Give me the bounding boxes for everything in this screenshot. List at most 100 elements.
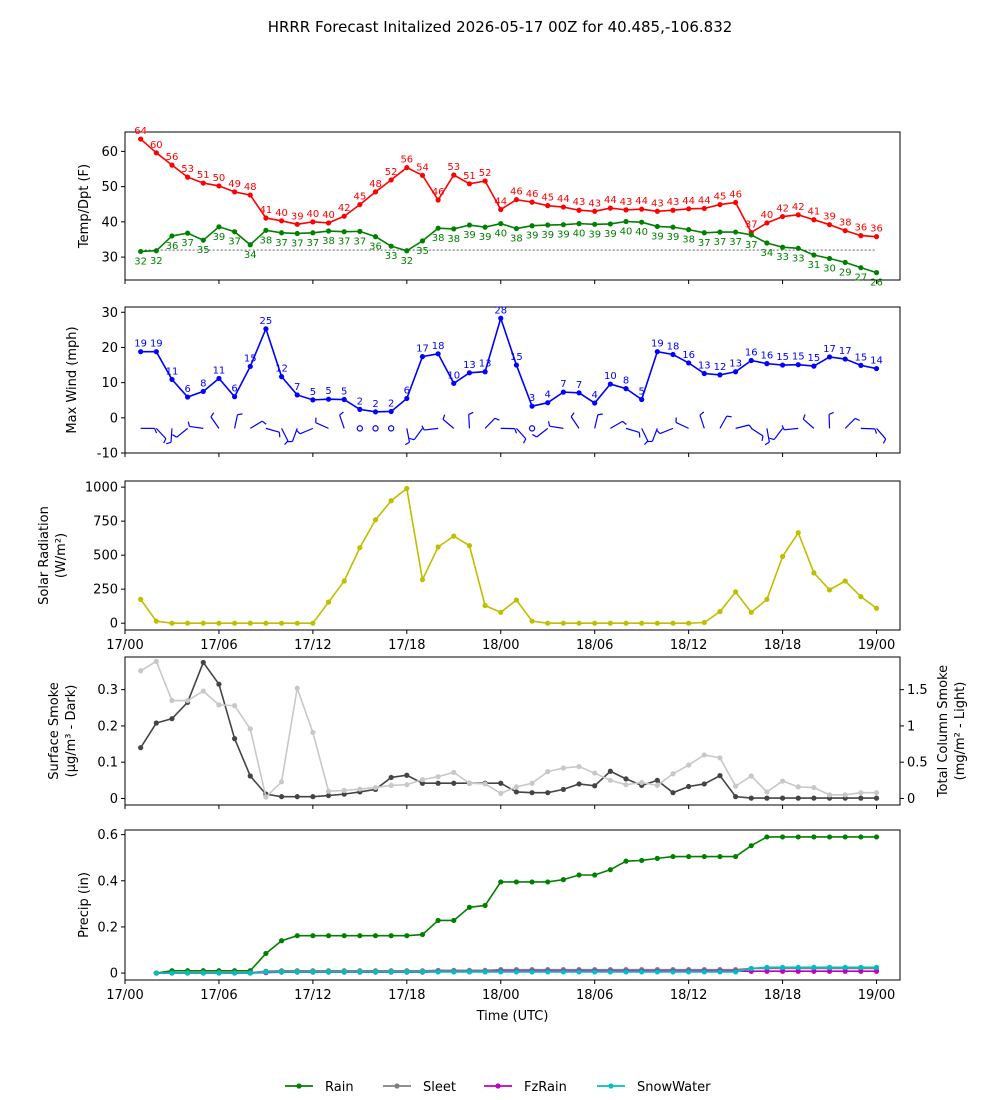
x-tick-label: 18/18 bbox=[764, 638, 801, 653]
data-point bbox=[826, 834, 833, 840]
data-label: 2 bbox=[357, 396, 363, 407]
data-point bbox=[138, 668, 144, 674]
data-point bbox=[858, 265, 864, 271]
data-point bbox=[873, 834, 880, 840]
data-point bbox=[858, 795, 864, 801]
wind-barb bbox=[176, 427, 189, 438]
data-point bbox=[404, 164, 410, 171]
data-point bbox=[623, 207, 629, 213]
data-point bbox=[498, 780, 504, 786]
wind-barb bbox=[641, 428, 649, 442]
data-point bbox=[388, 243, 394, 249]
data-point bbox=[701, 205, 707, 212]
data-point bbox=[764, 968, 770, 974]
data-point bbox=[795, 362, 801, 368]
data-point bbox=[419, 780, 426, 786]
data-point bbox=[858, 790, 864, 796]
data-point bbox=[482, 178, 488, 184]
wind-barb bbox=[570, 416, 580, 429]
data-point bbox=[513, 225, 520, 232]
data-point bbox=[231, 736, 238, 742]
data-label: 64 bbox=[134, 126, 147, 137]
data-point bbox=[153, 720, 159, 726]
data-point bbox=[419, 777, 426, 783]
data-point bbox=[623, 782, 629, 788]
data-point bbox=[482, 969, 488, 975]
data-point bbox=[325, 599, 332, 605]
data-label: 39 bbox=[588, 229, 601, 240]
data-point bbox=[545, 969, 551, 975]
data-point bbox=[325, 933, 332, 939]
x-tick-label: 18/00 bbox=[482, 638, 519, 653]
data-point bbox=[529, 403, 535, 409]
y-tick-label: 0 bbox=[110, 617, 118, 632]
data-label: 2 bbox=[372, 399, 378, 410]
data-point bbox=[388, 177, 394, 183]
data-point bbox=[325, 220, 332, 226]
wind-barb-flag bbox=[547, 421, 551, 427]
data-point bbox=[576, 969, 582, 975]
data-point bbox=[654, 223, 660, 230]
data-point bbox=[435, 774, 441, 780]
wind-barb bbox=[265, 427, 280, 433]
data-label: 36 bbox=[166, 241, 179, 252]
data-label: 40 bbox=[307, 209, 320, 220]
data-point bbox=[513, 362, 520, 368]
data-point bbox=[435, 780, 441, 786]
wind-barb-flag bbox=[802, 414, 806, 420]
data-label: 37 bbox=[291, 238, 304, 249]
data-point bbox=[842, 356, 848, 362]
wind-barb bbox=[876, 427, 887, 440]
data-label: 46 bbox=[526, 189, 539, 200]
legend-marker bbox=[394, 1083, 400, 1089]
data-point bbox=[795, 784, 801, 790]
wind-barb-flag bbox=[699, 411, 705, 416]
y-tick-label: -10 bbox=[97, 447, 118, 462]
data-label: 44 bbox=[698, 195, 711, 206]
wind-barb bbox=[675, 421, 689, 429]
data-point bbox=[779, 834, 786, 840]
data-point bbox=[811, 795, 817, 801]
data-point bbox=[779, 553, 786, 560]
data-label: 37 bbox=[275, 238, 288, 249]
data-point bbox=[560, 620, 566, 626]
data-label: 41 bbox=[808, 207, 821, 218]
wind-barb bbox=[249, 420, 263, 429]
data-point bbox=[529, 199, 535, 205]
data-point bbox=[466, 969, 473, 975]
data-point bbox=[576, 620, 582, 626]
data-point bbox=[247, 970, 253, 976]
data-label: 46 bbox=[729, 189, 742, 200]
data-point bbox=[607, 221, 613, 227]
data-point bbox=[639, 206, 645, 212]
data-point bbox=[717, 609, 723, 615]
data-label: 37 bbox=[729, 237, 742, 248]
data-point bbox=[670, 351, 676, 358]
data-point bbox=[419, 969, 426, 975]
data-label: 38 bbox=[432, 233, 445, 244]
y-axis-label: Temp/Dpt (F) bbox=[77, 164, 92, 249]
data-point bbox=[419, 577, 426, 583]
data-point bbox=[811, 570, 817, 576]
data-label: 39 bbox=[541, 230, 554, 241]
data-point bbox=[153, 349, 159, 355]
data-label: 39 bbox=[526, 231, 539, 242]
y-tick-label: 30 bbox=[101, 251, 118, 266]
data-point bbox=[826, 792, 833, 798]
data-point bbox=[310, 933, 316, 939]
data-label: 16 bbox=[745, 347, 758, 358]
data-point bbox=[388, 774, 394, 781]
data-label: 38 bbox=[839, 218, 852, 229]
data-point bbox=[592, 783, 598, 789]
data-point bbox=[858, 362, 864, 368]
data-label: 13 bbox=[479, 359, 492, 370]
data-point bbox=[858, 233, 864, 239]
data-label: 12 bbox=[275, 364, 288, 375]
data-point bbox=[748, 609, 754, 615]
data-point bbox=[247, 726, 253, 732]
wind-barb-flag bbox=[154, 428, 158, 434]
wind-barb bbox=[735, 424, 750, 429]
data-label: 48 bbox=[369, 179, 382, 190]
data-point bbox=[576, 763, 582, 770]
data-point bbox=[748, 773, 754, 779]
